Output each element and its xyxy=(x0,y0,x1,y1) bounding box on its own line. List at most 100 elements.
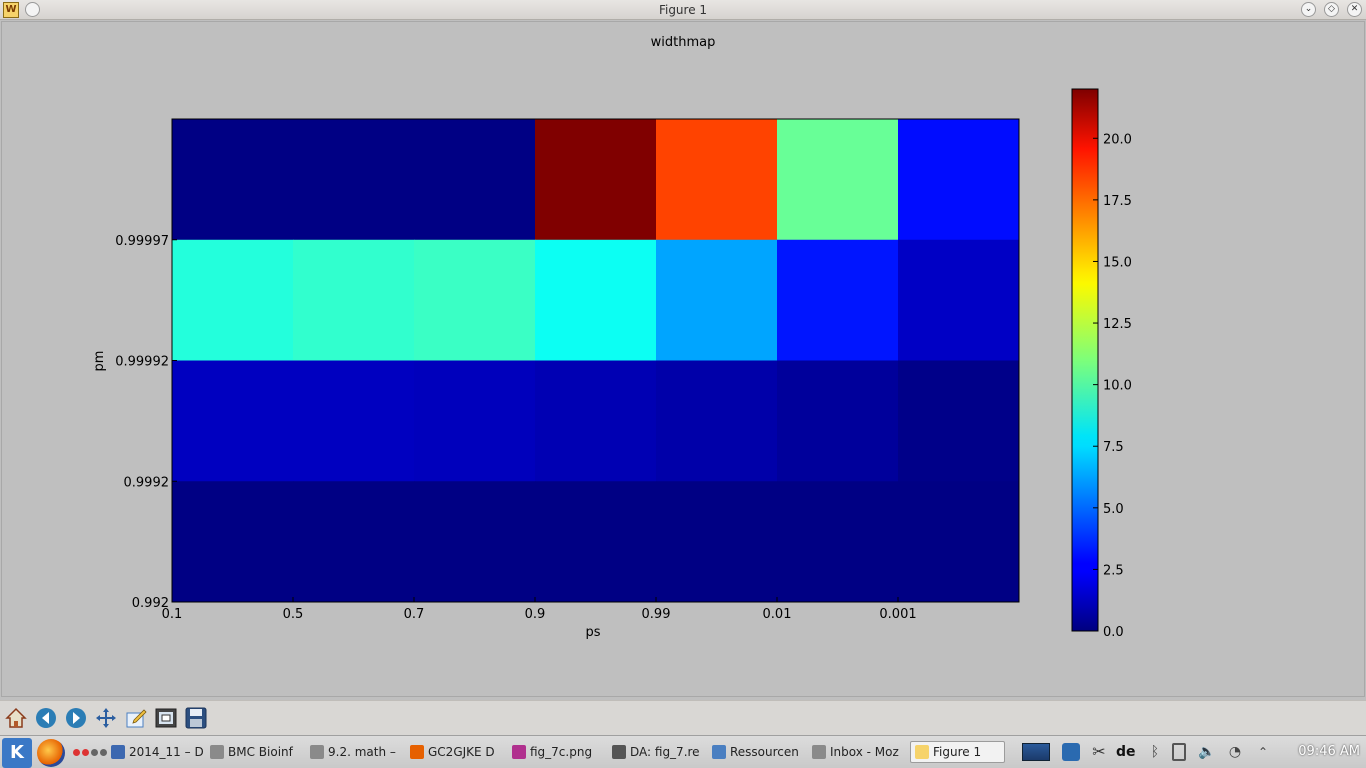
bluetooth-icon[interactable]: ᛒ xyxy=(1150,744,1160,760)
close-icon[interactable]: ✕ xyxy=(1347,2,1362,17)
heatmap-cell xyxy=(293,119,415,241)
minimize-icon[interactable]: ⌄ xyxy=(1301,2,1316,17)
taskbar-task[interactable]: Ressourcen xyxy=(712,741,804,763)
heatmap-cell xyxy=(172,360,294,482)
colorbar-tick-label: 7.5 xyxy=(1103,440,1124,455)
window-menu-icon[interactable] xyxy=(25,2,40,17)
x-tick-label: 0.5 xyxy=(283,607,304,622)
x-axis-label: ps xyxy=(585,625,600,640)
home-icon[interactable] xyxy=(3,705,29,731)
y-tick-label: 0.9992 xyxy=(124,475,170,490)
colorbar xyxy=(1071,88,1099,632)
taskbar-task[interactable]: 9.2. math – xyxy=(310,741,402,763)
taskbar-task[interactable]: 2014_11 – D xyxy=(111,741,203,763)
wifi-icon[interactable]: ◔ xyxy=(1228,744,1242,760)
figure-window: W Figure 1 ⌄ ◇ ✕ widthmap 0.1 0.5 0.7 0.9 0.… xyxy=(0,0,1366,735)
window-title: Figure 1 xyxy=(658,3,708,17)
heatmap-cell xyxy=(777,119,899,241)
forward-arrow-icon[interactable] xyxy=(63,705,89,731)
save-icon[interactable] xyxy=(183,705,209,731)
heatmap-cell xyxy=(172,481,294,603)
heatmap-cell xyxy=(535,481,657,603)
y-axis-label: pm xyxy=(92,351,107,372)
taskbar-task[interactable]: Inbox - Moz xyxy=(812,741,904,763)
figure-canvas[interactable]: widthmap 0.1 0.5 0.7 0.9 0.99 0.01 0.001 0.992… xyxy=(1,21,1365,697)
taskbar-task-label: fig_7c.png xyxy=(530,745,593,759)
taskbar-task-label: Ressourcen xyxy=(730,745,799,759)
taskbar-task[interactable]: fig_7c.png xyxy=(512,741,604,763)
text-editor-icon xyxy=(612,745,626,759)
colorbar-tick-label: 10.0 xyxy=(1103,379,1132,394)
activity-pager-icon[interactable] xyxy=(73,749,107,756)
x-tick-label: 0.7 xyxy=(404,607,425,622)
scissors-icon[interactable]: ✂ xyxy=(1092,742,1106,761)
taskbar-task-label: 2014_11 – D xyxy=(129,745,203,759)
taskbar: K 2014_11 – D BMC Bioinf 9.2. math – GC2GJK… xyxy=(0,735,1366,768)
heatmap-cell xyxy=(414,360,536,482)
volume-icon[interactable]: 🔈 xyxy=(1198,744,1216,760)
matplotlib-app-icon[interactable]: W xyxy=(3,2,19,18)
kde-menu-icon[interactable]: K xyxy=(2,738,32,768)
taskbar-task-label: Figure 1 xyxy=(933,745,982,759)
heatmap-cell xyxy=(656,481,778,603)
matplotlib-icon xyxy=(915,745,929,759)
colorbar-tick-label: 0.0 xyxy=(1103,625,1124,640)
taskbar-task-label: DA: fig_7.re xyxy=(630,745,700,759)
heatmap-figure: widthmap 0.1 0.5 0.7 0.9 0.99 0.01 0.001 0.992… xyxy=(92,35,1132,640)
heatmap-cell xyxy=(535,239,657,361)
heatmap-cell xyxy=(293,239,415,361)
firefox-icon xyxy=(410,745,424,759)
document-icon xyxy=(111,745,125,759)
desktop-preview-icon[interactable] xyxy=(1022,743,1050,761)
zoom-rect-icon[interactable] xyxy=(153,705,179,731)
x-tick-label: 0.001 xyxy=(879,607,916,622)
updates-icon[interactable] xyxy=(1062,743,1080,761)
heatmap-cell xyxy=(535,360,657,482)
heatmap-cell xyxy=(656,119,778,241)
chart-title: widthmap xyxy=(651,35,716,50)
heatmap-cell xyxy=(656,239,778,361)
taskbar-task-label: 9.2. math – xyxy=(328,745,396,759)
taskbar-task-label: Inbox - Moz xyxy=(830,745,899,759)
image-viewer-icon xyxy=(512,745,526,759)
configure-subplots-icon[interactable] xyxy=(123,705,149,731)
heatmap-cell xyxy=(414,119,536,241)
thunderbird-icon xyxy=(812,745,826,759)
taskbar-task[interactable]: BMC Bioinf xyxy=(210,741,302,763)
heatmap-cell xyxy=(535,119,657,241)
clock[interactable]: 09:46 AM xyxy=(1298,744,1360,759)
taskbar-task[interactable]: DA: fig_7.re xyxy=(612,741,704,763)
colorbar-tick-label: 2.5 xyxy=(1103,563,1124,578)
heatmap-cell xyxy=(656,360,778,482)
x-tick-label: 0.01 xyxy=(763,607,792,622)
heatmap-cell xyxy=(293,360,415,482)
colorbar-tick-label: 15.0 xyxy=(1103,255,1132,270)
colorbar-tick-label: 5.0 xyxy=(1103,502,1124,517)
heatmap-cell xyxy=(777,481,899,603)
back-arrow-icon[interactable] xyxy=(33,705,59,731)
heatmap-cell xyxy=(172,239,294,361)
heatmap-cell xyxy=(293,481,415,603)
keyboard-layout-indicator[interactable]: de xyxy=(1116,744,1136,760)
browser-tab-icon xyxy=(310,745,324,759)
x-tick-label: 0.99 xyxy=(642,607,671,622)
y-tick-label: 0.99997 xyxy=(115,234,169,249)
battery-icon[interactable] xyxy=(1172,743,1186,761)
heatmap-cell xyxy=(898,481,1020,603)
heatmap-cell xyxy=(414,481,536,603)
taskbar-task-label: BMC Bioinf xyxy=(228,745,293,759)
y-tick-label: 0.992 xyxy=(132,596,169,611)
maximize-icon[interactable]: ◇ xyxy=(1324,2,1339,17)
pan-icon[interactable] xyxy=(93,705,119,731)
firefox-launcher-icon[interactable] xyxy=(37,739,65,767)
window-titlebar[interactable]: W Figure 1 ⌄ ◇ ✕ xyxy=(0,0,1366,20)
colorbar-tick-label: 12.5 xyxy=(1103,317,1132,332)
file-manager-icon xyxy=(712,745,726,759)
colorbar-tick-label: 20.0 xyxy=(1103,132,1132,147)
taskbar-task[interactable]: GC2GJKE D xyxy=(410,741,505,763)
x-tick-label: 0.9 xyxy=(525,607,546,622)
browser-tab-icon xyxy=(210,745,224,759)
taskbar-task[interactable]: Figure 1 xyxy=(910,741,1005,763)
taskbar-task-label: GC2GJKE D xyxy=(428,745,495,759)
tray-expand-icon[interactable]: ⌃ xyxy=(1257,745,1269,759)
